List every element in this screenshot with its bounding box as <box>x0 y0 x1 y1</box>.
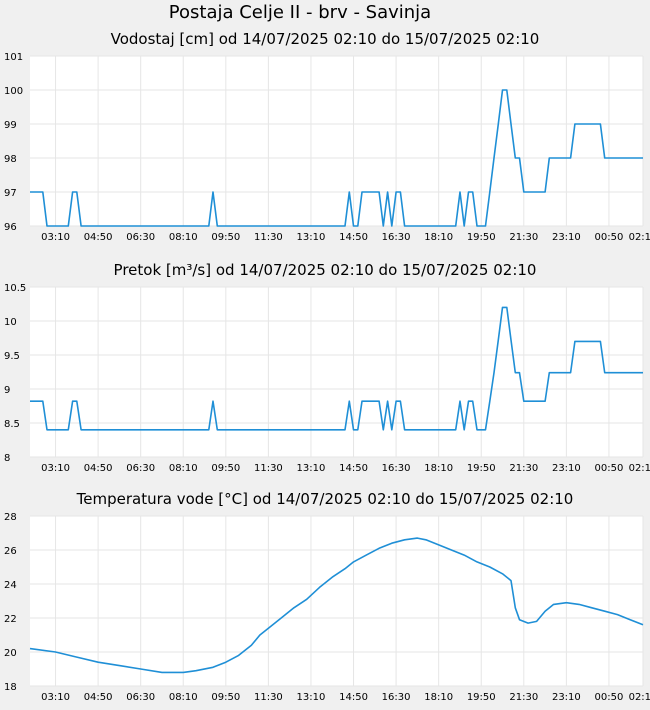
x-tick-label: 19:50 <box>467 232 496 243</box>
plot-area <box>30 516 643 686</box>
y-tick-label: 8 <box>4 453 10 464</box>
y-tick-label: 96 <box>4 222 17 233</box>
x-tick-label: 21:30 <box>509 692 538 703</box>
y-tick-label: 20 <box>4 648 17 659</box>
y-tick-label: 10 <box>4 317 17 328</box>
x-tick-label: 03:10 <box>41 692 70 703</box>
x-tick-label: 03:10 <box>41 463 70 474</box>
x-tick-label: 14:50 <box>339 463 368 474</box>
x-tick-label: 02:10 <box>629 463 650 474</box>
x-tick-label: 06:30 <box>126 692 155 703</box>
x-tick-label: 03:10 <box>41 232 70 243</box>
x-tick-label: 08:10 <box>169 692 198 703</box>
y-tick-label: 9.5 <box>4 351 20 362</box>
x-tick-label: 11:30 <box>254 692 283 703</box>
x-tick-label: 18:10 <box>424 232 453 243</box>
figure-title: Postaja Celje II - brv - Savinja <box>168 2 432 23</box>
x-tick-label: 08:10 <box>169 463 198 474</box>
x-tick-label: 00:50 <box>595 463 624 474</box>
y-tick-label: 22 <box>4 614 17 625</box>
x-tick-label: 21:30 <box>509 463 538 474</box>
series-line-vodostaj <box>30 89 643 227</box>
series-line-pretok <box>30 306 643 431</box>
x-tick-label: 11:30 <box>254 463 283 474</box>
x-tick-label: 06:30 <box>126 232 155 243</box>
x-tick-label: 00:50 <box>595 692 624 703</box>
x-tick-label: 16:30 <box>382 232 411 243</box>
chart-title-temperatura: Temperatura vode [°C] od 14/07/2025 02:1… <box>76 490 574 508</box>
plot-area <box>30 56 643 226</box>
x-tick-label: 19:50 <box>467 463 496 474</box>
chart-title-pretok: Pretok [m³/s] od 14/07/2025 02:10 do 15/… <box>113 261 537 279</box>
x-tick-label: 16:30 <box>382 463 411 474</box>
x-tick-label: 02:10 <box>629 692 650 703</box>
y-tick-label: 26 <box>4 546 17 557</box>
x-tick-label: 00:50 <box>595 232 624 243</box>
x-tick-label: 14:50 <box>339 692 368 703</box>
y-tick-label: 9 <box>4 385 10 396</box>
y-tick-label: 97 <box>4 188 17 199</box>
x-tick-label: 13:10 <box>297 232 326 243</box>
x-tick-label: 04:50 <box>84 692 113 703</box>
y-tick-label: 100 <box>4 86 23 97</box>
chart-pretok: 8 8.5 9 9.5 10 10.5 03:10 04:50 06:30 08:10 09:50 1… <box>4 283 650 474</box>
x-tick-label: 04:50 <box>84 463 113 474</box>
y-tick-label: 10.5 <box>4 283 26 294</box>
x-tick-label: 09:50 <box>211 232 240 243</box>
x-tick-label: 02:10 <box>629 232 650 243</box>
x-tick-label: 19:50 <box>467 692 496 703</box>
x-tick-label: 14:50 <box>339 232 368 243</box>
y-tick-label: 18 <box>4 682 17 693</box>
x-tick-label: 04:50 <box>84 232 113 243</box>
x-tick-label: 23:10 <box>552 463 581 474</box>
x-tick-label: 06:30 <box>126 463 155 474</box>
y-tick-label: 24 <box>4 580 17 591</box>
x-tick-label: 23:10 <box>552 232 581 243</box>
y-tick-label: 98 <box>4 154 17 165</box>
x-tick-label: 13:10 <box>297 463 326 474</box>
chart-temperatura: 18 20 22 24 26 28 03:10 04:50 06:30 08:10 09:50 11:… <box>4 512 650 703</box>
x-tick-label: 23:10 <box>552 692 581 703</box>
y-tick-label: 99 <box>4 120 17 131</box>
x-tick-label: 13:10 <box>297 692 326 703</box>
y-tick-label: 8.5 <box>4 419 20 430</box>
y-tick-label: 28 <box>4 512 17 523</box>
x-tick-label: 18:10 <box>424 692 453 703</box>
plot-area <box>30 287 643 457</box>
y-tick-label: 101 <box>4 52 23 63</box>
x-tick-label: 08:10 <box>169 232 198 243</box>
x-tick-label: 09:50 <box>211 692 240 703</box>
x-tick-label: 11:30 <box>254 232 283 243</box>
x-tick-label: 16:30 <box>382 692 411 703</box>
x-tick-label: 09:50 <box>211 463 240 474</box>
chart-title-vodostaj: Vodostaj [cm] od 14/07/2025 02:10 do 15/… <box>110 30 540 48</box>
x-tick-label: 18:10 <box>424 463 453 474</box>
chart-vodostaj: 96 97 98 99 100 101 03:10 04:50 06:30 08:10 09:50 1… <box>4 52 650 243</box>
x-tick-label: 21:30 <box>509 232 538 243</box>
series-line-temperatura <box>29 537 644 674</box>
